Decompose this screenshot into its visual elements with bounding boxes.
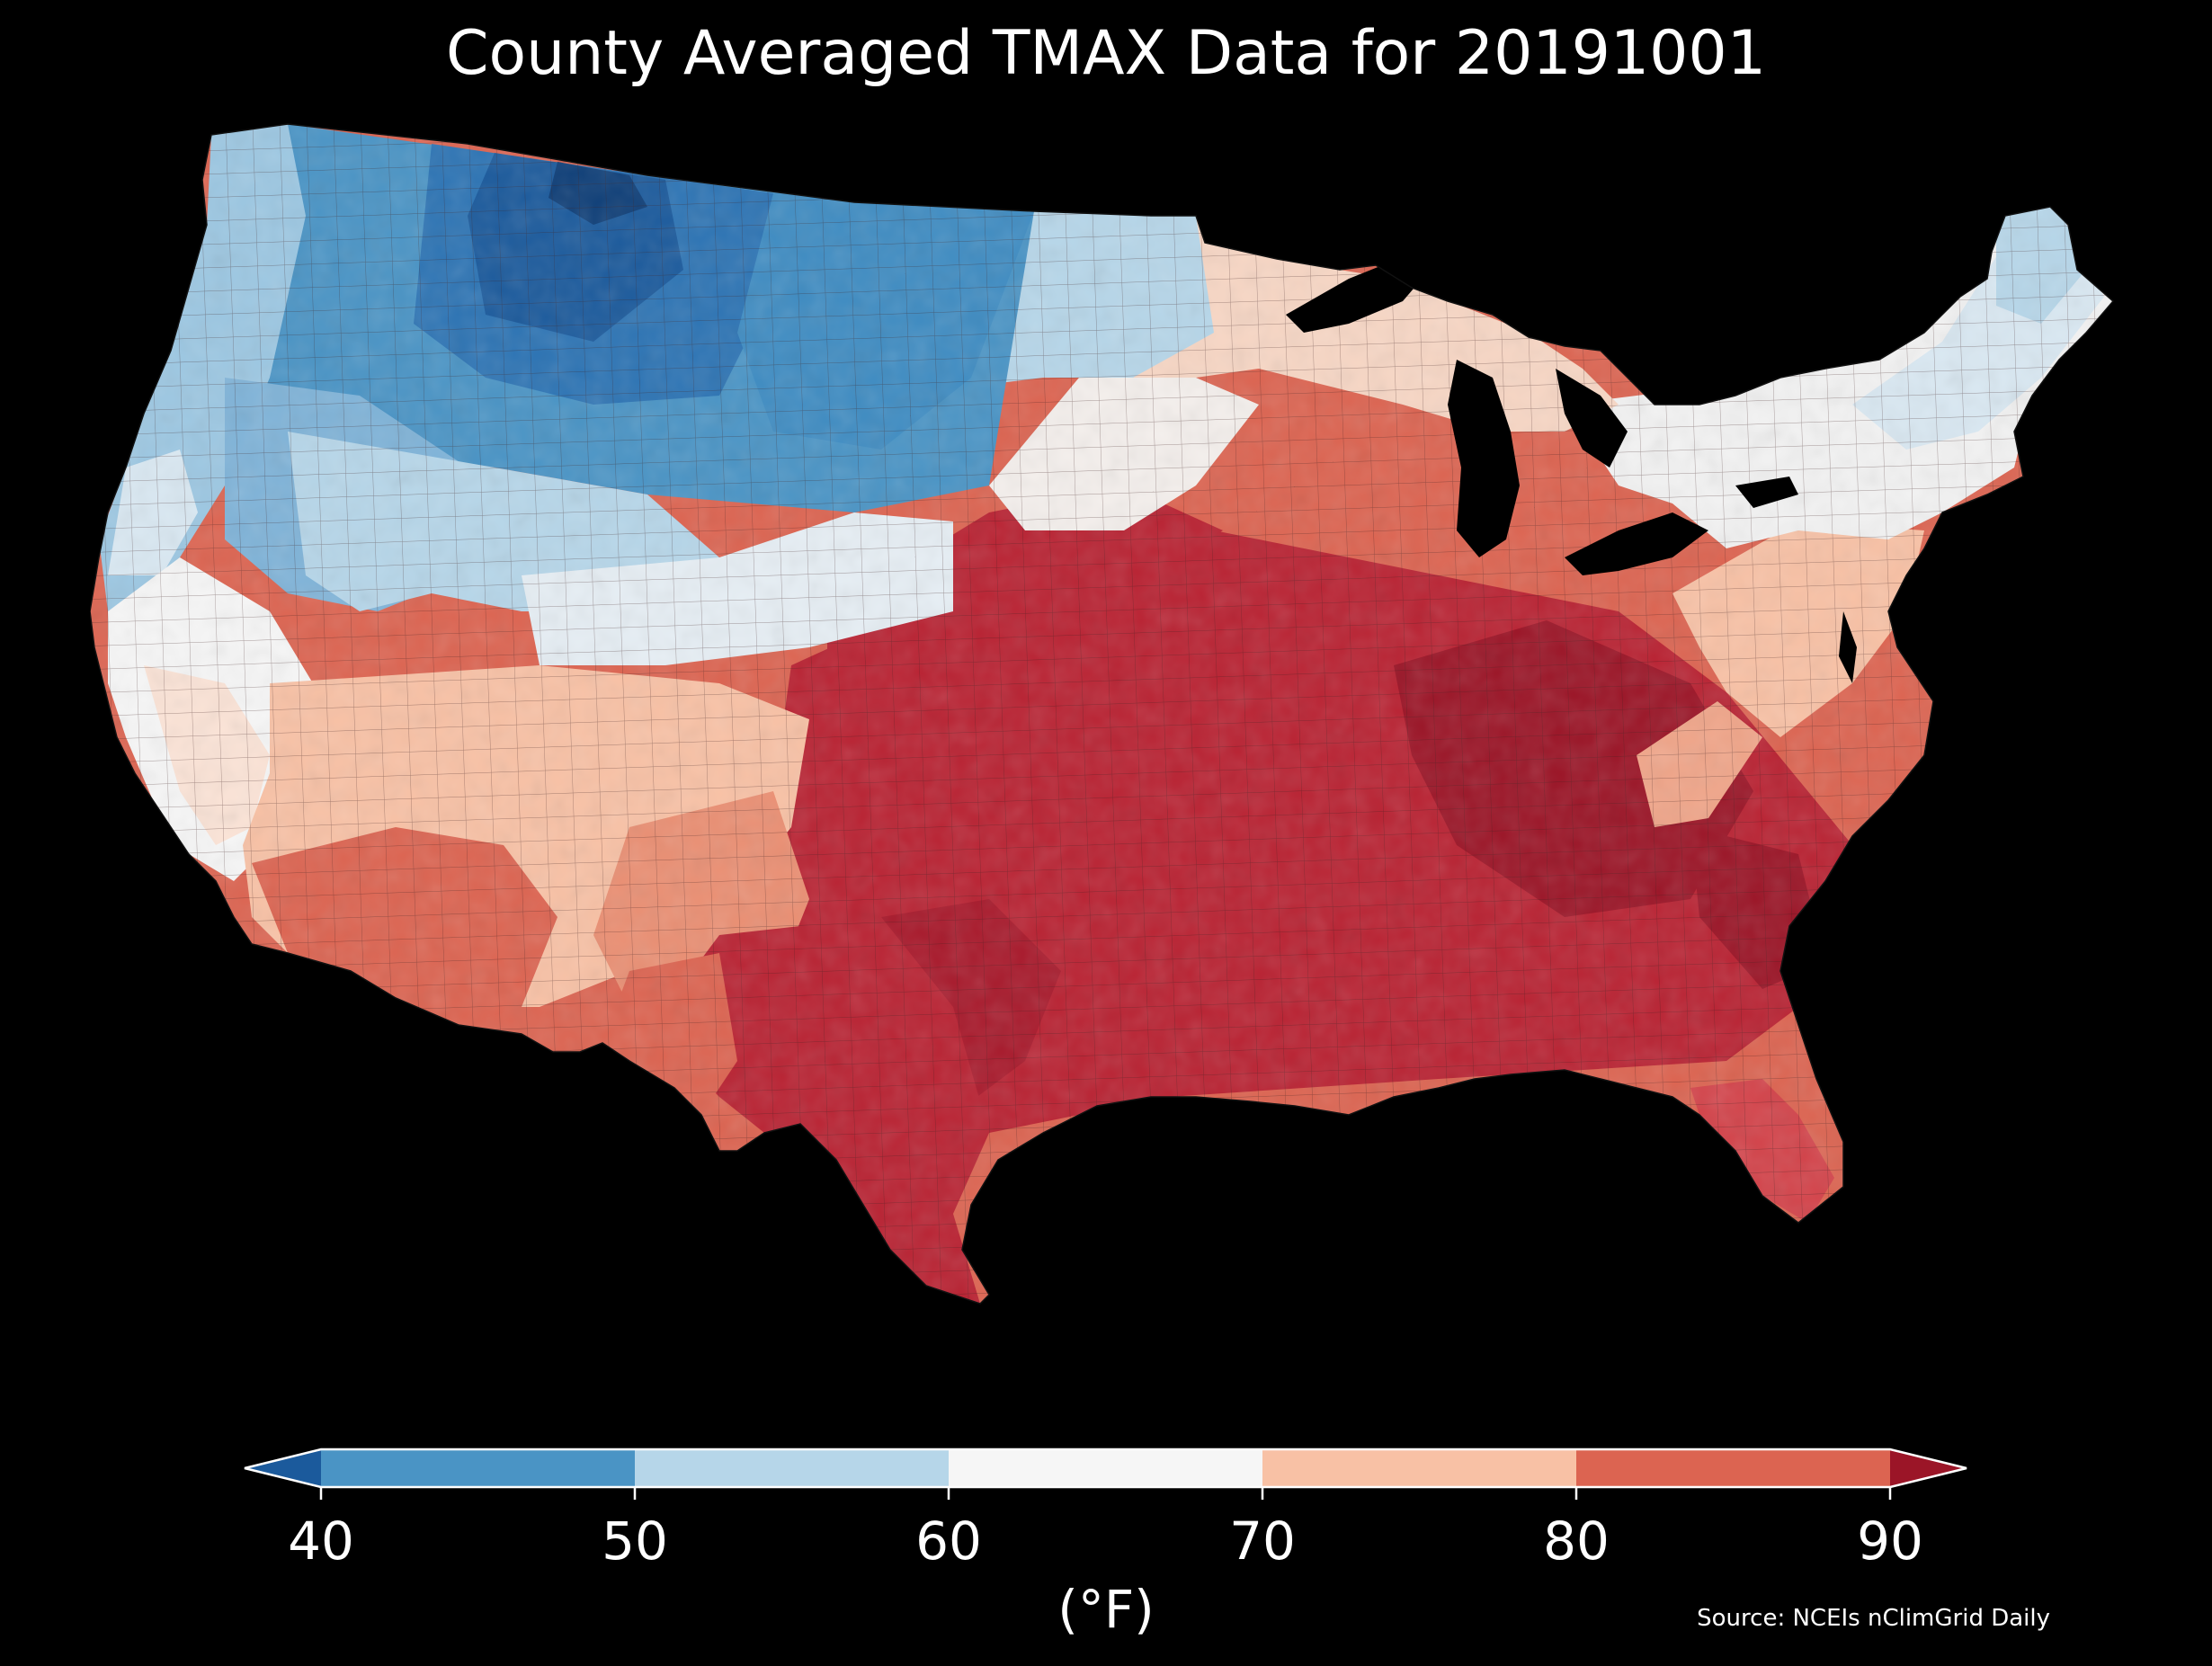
colorbar-tick-label: 40 [288, 1510, 354, 1572]
colorbar-tick-label: 50 [602, 1510, 668, 1572]
colorbar-tick-label: 80 [1543, 1510, 1610, 1572]
great-lakes [1286, 261, 1798, 575]
colorbar-unit-label: (°F) [1057, 1579, 1155, 1640]
colorbar-band-80-90 [1576, 1449, 1890, 1487]
colorbar-tick-label: 60 [915, 1510, 982, 1572]
source-credit: Source: NCEIs nClimGrid Daily [1697, 1605, 2050, 1632]
map-title: County Averaged TMAX Data for 20191001 [446, 18, 1766, 89]
us-outline [90, 123, 2115, 1305]
colorbar-tick-label: 70 [1229, 1510, 1296, 1572]
colorbar-band-70-80 [1262, 1449, 1576, 1487]
colorbar-tick-label: 90 [1857, 1510, 1923, 1572]
colorbar-band-60-70 [949, 1449, 1262, 1487]
colorbar-extend-high [1890, 1449, 1967, 1487]
colorbar-tick-marks [319, 1487, 1892, 1500]
colorbar-extend-low [245, 1449, 321, 1487]
colorbar-band-40-50 [321, 1449, 635, 1487]
colorbar-frame [244, 1448, 1967, 1489]
colorbar-band-50-60 [635, 1449, 949, 1487]
us-county-map [90, 108, 2122, 1403]
